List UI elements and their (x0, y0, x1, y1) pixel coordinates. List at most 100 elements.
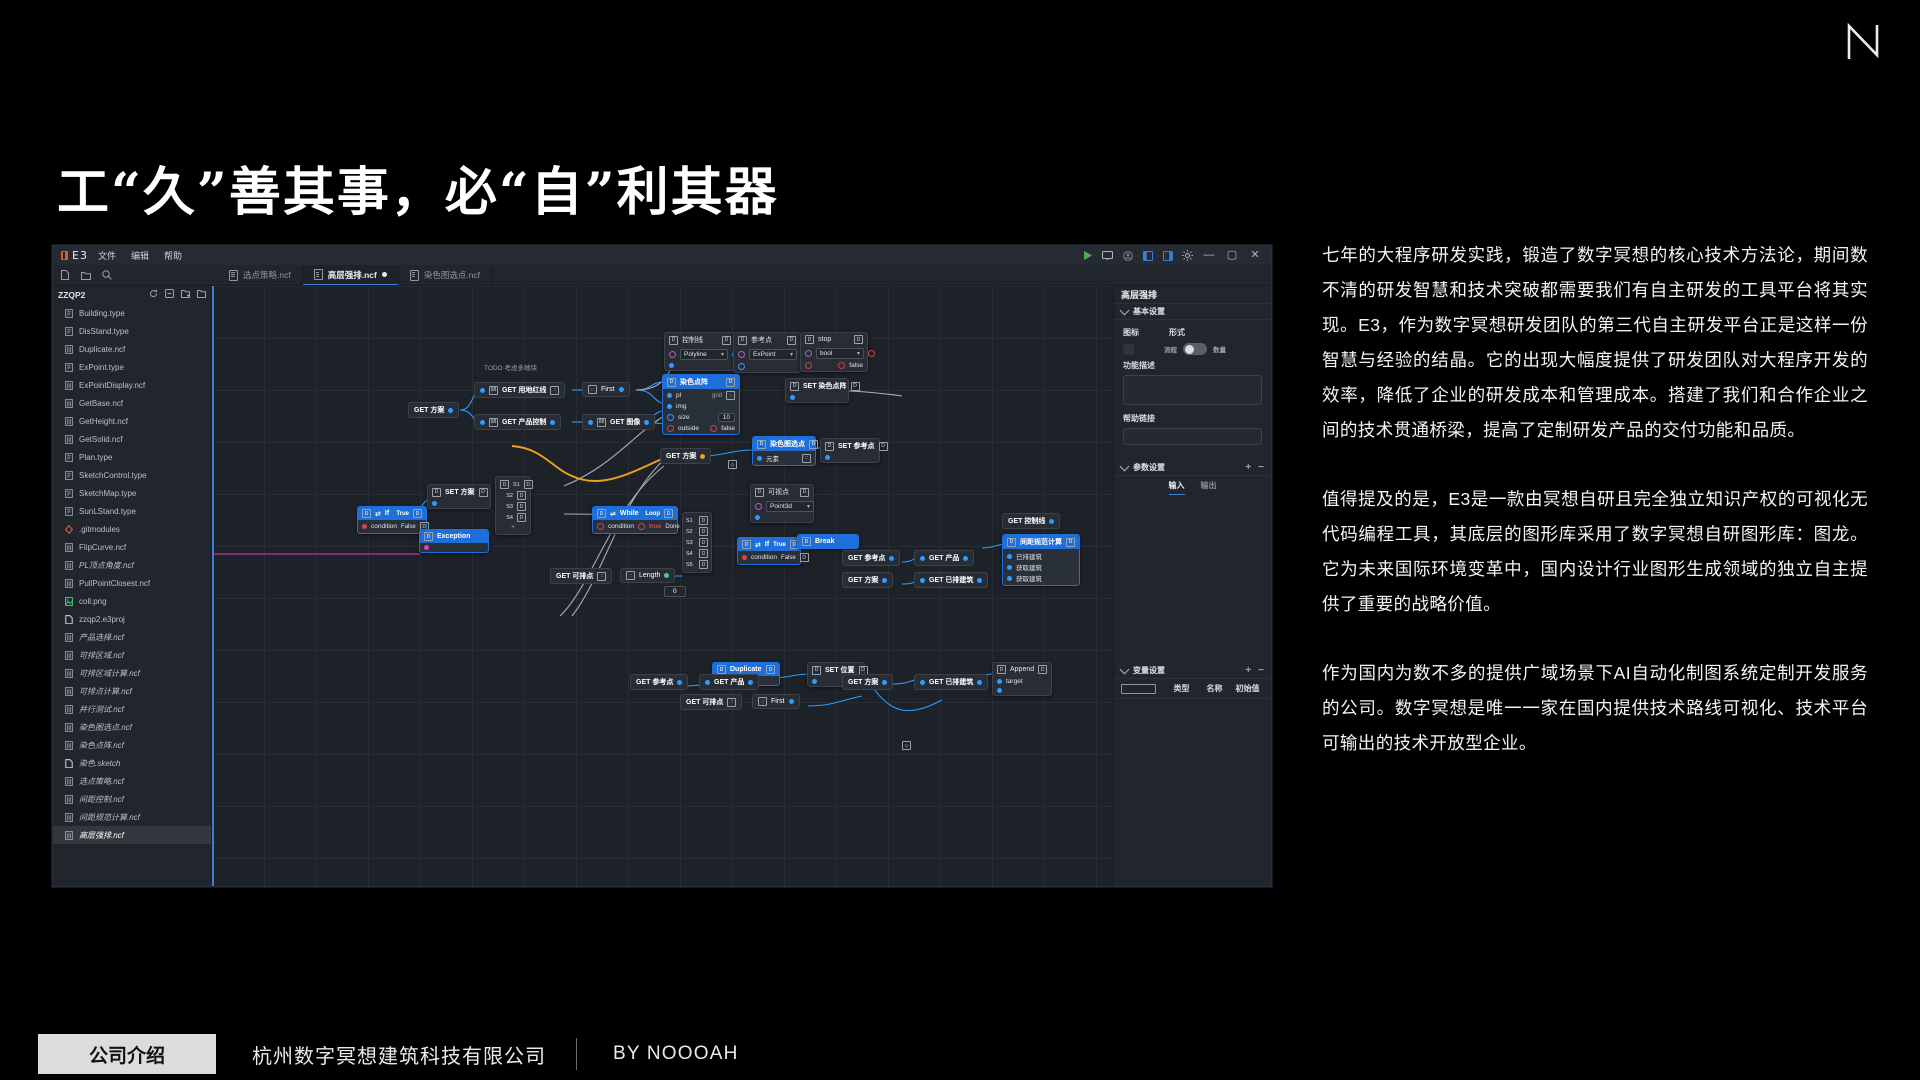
menu-help[interactable]: 帮助 (163, 251, 182, 261)
node-get-kepaidian-2[interactable]: GET 可排点:: (680, 694, 743, 710)
tab-output[interactable]: 输出 (1200, 481, 1217, 490)
refresh-icon[interactable] (149, 289, 158, 300)
new-file-icon[interactable] (60, 270, 70, 280)
file-tree-item[interactable]: 可排区域计算.ncf (53, 664, 211, 682)
node-set-fangan[interactable]: D SET 方案 D (427, 484, 491, 509)
section-param-settings[interactable]: 参数设置 + − (1114, 460, 1271, 476)
node-exception[interactable]: D Exception (419, 529, 489, 553)
description-input[interactable] (1123, 375, 1262, 405)
help-link-input[interactable] (1123, 428, 1262, 445)
node-get-chanpin-2[interactable]: GET 产品 (699, 674, 760, 690)
maximize-button[interactable]: ▢ (1226, 249, 1238, 261)
file-tree-item[interactable]: 并行测试.ncf (53, 700, 211, 718)
new-folder-icon[interactable] (197, 289, 206, 300)
file-tree-item[interactable]: 间距控制.ncf (53, 790, 211, 808)
node-length[interactable]: :: Length (620, 568, 676, 583)
file-tree-item[interactable]: 染色图选点.ncf (53, 718, 211, 736)
select-all-checkbox[interactable] (1121, 683, 1156, 694)
node-get-fangan-3[interactable]: GET 方案 (842, 572, 894, 588)
file-tree-item[interactable]: Building.type (53, 304, 211, 322)
node-set-cankaodian[interactable]: D SET 参考点 D (820, 438, 888, 463)
file-tree-item[interactable]: 染色点阵.ncf (53, 736, 211, 754)
file-tree-item[interactable]: 可排区域.ncf (53, 646, 211, 664)
node-graph-canvas[interactable]: TODO 考虑多地块 GET 方案 88 GET 用地红线:: :: First … (212, 286, 1113, 886)
section-variable-settings[interactable]: 变量设置 + − (1114, 663, 1271, 679)
node-first-2[interactable]: :: First (752, 694, 800, 709)
file-tree-item[interactable]: FlipCurve.ncf (53, 538, 211, 556)
node-ranse-dianzhen[interactable]: D 染色点阵 D pl grid:: img size 10 outside fal… (662, 374, 740, 435)
minimize-button[interactable]: — (1203, 249, 1215, 261)
node-stack-selector[interactable]: D S1 D S2 D S3 D S4 D + (495, 476, 533, 535)
node-get-yipaijianzhu[interactable]: GET 已排建筑 (914, 572, 989, 588)
file-tree-item[interactable]: .gitmodules (53, 520, 211, 538)
node-get-kongzhixian[interactable]: GET 控制线 (1002, 513, 1061, 529)
tab-input[interactable]: 输入 (1168, 480, 1185, 495)
file-tree-item[interactable]: 可排点计算.ncf (53, 682, 211, 700)
node-get-yongdihongxian[interactable]: 88 GET 用地红线:: (474, 382, 566, 398)
monitor-icon[interactable] (1102, 250, 1113, 261)
reroute-node-2[interactable]: ◇ (728, 460, 737, 469)
select-bool[interactable]: bool ▾ (816, 348, 864, 359)
reroute-node[interactable]: ◇ (902, 741, 911, 750)
remove-variable-button[interactable]: − (1258, 665, 1264, 676)
search-icon[interactable] (102, 270, 112, 280)
node-ranse-tu-xuandian[interactable]: D 染色图选点 D 元素:: (752, 436, 818, 466)
file-tree-item[interactable]: SketchMap.type (53, 484, 211, 502)
file-tree-item[interactable]: 间距规范计算.ncf (53, 808, 211, 826)
file-tree-item[interactable]: SketchControl.type (53, 466, 211, 484)
file-tree-item[interactable]: PL顶点角度.ncf (53, 556, 211, 574)
node-kongzhixian[interactable]: D 控制线 D Polyline ▾ (664, 332, 739, 371)
node-keshidian[interactable]: D 可视点 D Point3d ▾ (750, 484, 814, 523)
new-folder-icon[interactable] (81, 270, 91, 280)
file-tree-item[interactable]: SunLStand.type (53, 502, 211, 520)
tab-gaoceng-qiangpai[interactable]: 高层强排.ncf (302, 265, 399, 285)
menu-bar[interactable]: 文件 编辑 帮助 (98, 249, 182, 262)
file-tree-item[interactable]: 产品选择.ncf (53, 628, 211, 646)
node-first[interactable]: :: First (582, 382, 630, 397)
node-append[interactable]: D Append D target (992, 662, 1052, 696)
panel-right-icon[interactable] (1162, 250, 1173, 261)
file-tree-item[interactable]: 高层强排.ncf (53, 826, 211, 844)
select-polyline[interactable]: Polyline ▾ (680, 349, 728, 360)
editor-tabs[interactable]: 选点策略.ncf 高层强排.ncf 染色图选点.ncf (218, 265, 1271, 285)
menu-edit[interactable]: 编辑 (130, 251, 149, 261)
add-variable-button[interactable]: + (1245, 665, 1252, 676)
file-tree-item[interactable]: DisStand.type (53, 322, 211, 340)
node-jianju-guifan-jisuan[interactable]: D 间距规范计算 D 已排建筑 获取建筑 获取建筑 (1002, 534, 1080, 586)
file-tree-item[interactable]: Duplicate.ncf (53, 340, 211, 358)
node-if-2[interactable]: D ⇄ If True D condition False D (737, 537, 809, 565)
brightness-icon[interactable] (1182, 250, 1193, 261)
add-param-button[interactable]: + (1245, 462, 1252, 473)
node-get-kepaidian[interactable]: GET 可排点:: (550, 568, 613, 584)
node-get-fangan-4[interactable]: GET 方案 (842, 674, 894, 690)
file-tree-item[interactable]: ExPoint.type (53, 358, 211, 376)
remove-param-button[interactable]: − (1258, 462, 1264, 473)
file-tree-item[interactable]: GetHeight.ncf (53, 412, 211, 430)
file-tree-item[interactable]: PullPointClosest.ncf (53, 574, 211, 592)
file-tree-item[interactable]: GetBase.ncf (53, 394, 211, 412)
form-toggle[interactable] (1183, 343, 1207, 355)
select-expoint[interactable]: ExPoint ▾ (749, 349, 797, 360)
node-cankaodian[interactable]: D 参考点 D ExPoint ▾ (733, 332, 808, 373)
node-set-ranse-dianzhen[interactable]: D SET 染色点阵 D (785, 378, 860, 403)
file-tree[interactable]: Building.type DisStand.type Duplicate.ncf E… (53, 303, 211, 886)
file-tree-item[interactable]: zzqp2.e3proj (53, 610, 211, 628)
file-tree-item[interactable]: ExPointDisplay.ncf (53, 376, 211, 394)
section-basic-settings[interactable]: 基本设置 (1114, 304, 1271, 320)
node-break[interactable]: D Break (797, 534, 859, 549)
panel-left-icon[interactable] (1142, 250, 1153, 261)
file-tree-item[interactable]: GetSolid.ncf (53, 430, 211, 448)
play-icon[interactable] (1082, 250, 1093, 261)
node-get-yipaijianzhu-2[interactable]: GET 已排建筑 (914, 674, 989, 690)
user-icon[interactable] (1122, 250, 1133, 261)
menu-file[interactable]: 文件 (97, 251, 116, 261)
file-tree-item[interactable]: Plan.type (53, 448, 211, 466)
new-file-icon[interactable] (181, 289, 190, 300)
select-point3d[interactable]: Point3d ▾ (766, 501, 814, 512)
file-tree-item[interactable]: 选点策略.ncf (53, 772, 211, 790)
file-tree-item[interactable]: coll.png (53, 592, 211, 610)
node-get-cankaodian-3[interactable]: GET 参考点 (630, 674, 689, 690)
value-zero[interactable]: 0 (664, 586, 686, 597)
file-tree-item[interactable]: 染色.sketch (53, 754, 211, 772)
